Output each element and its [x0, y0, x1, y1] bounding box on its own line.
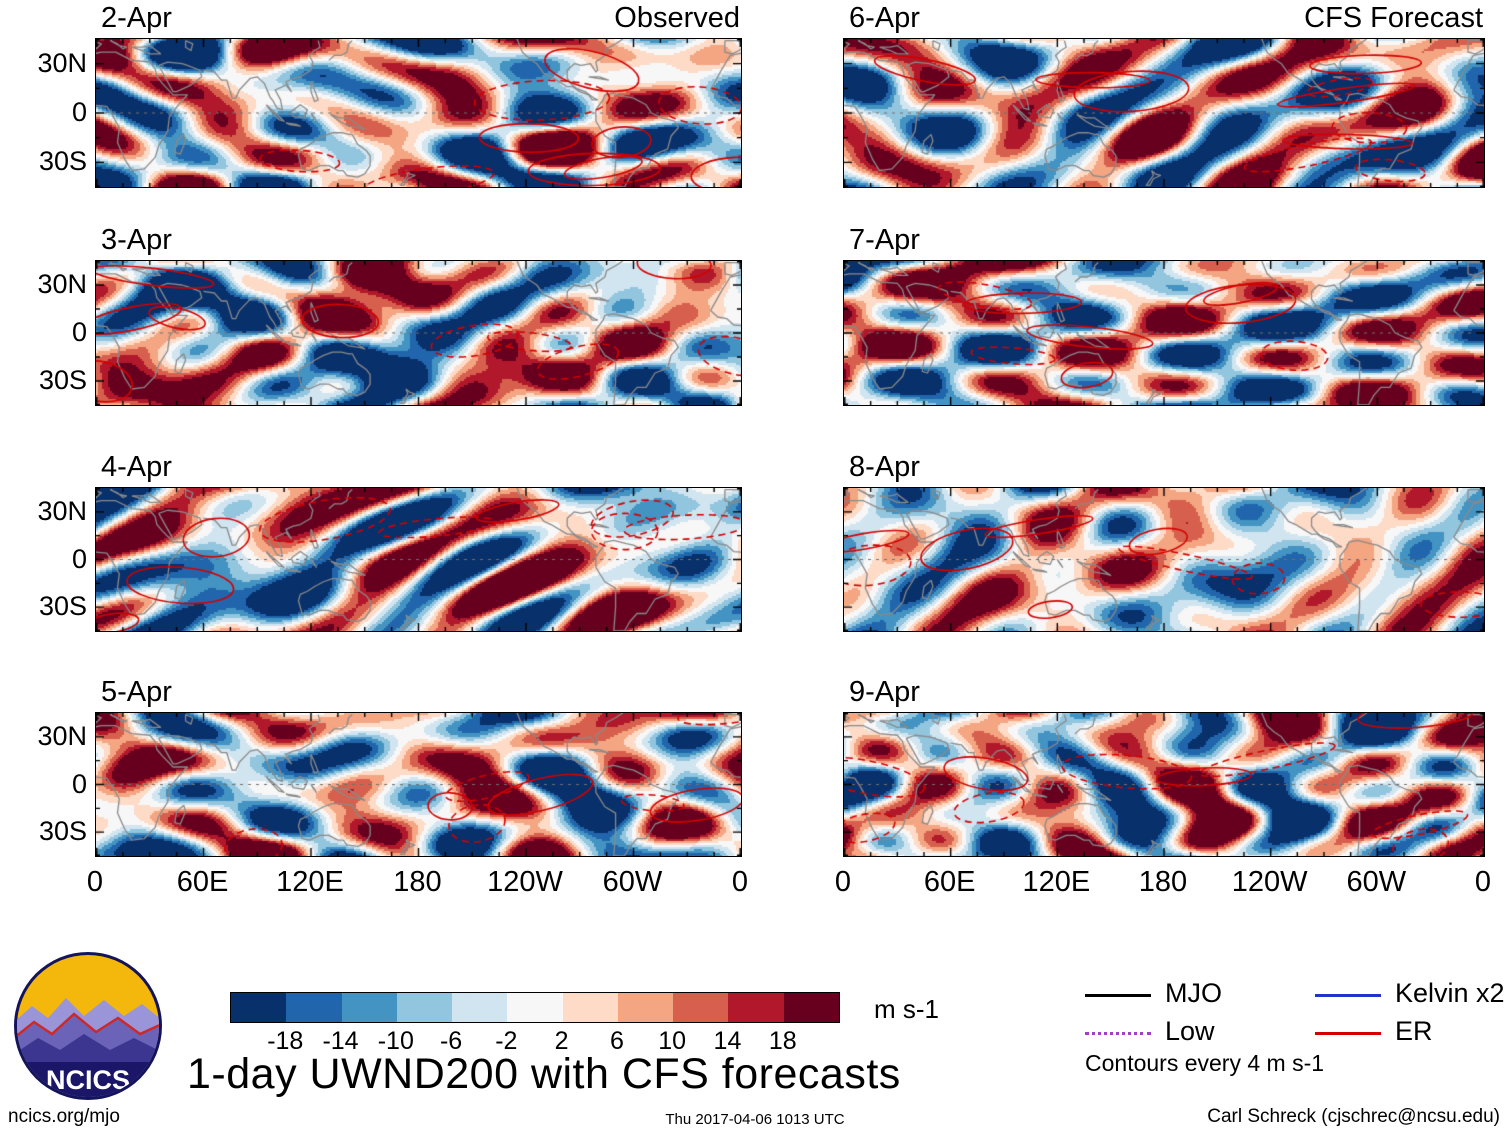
x-tick-label: 120E [276, 866, 344, 898]
contour-legend: Contours every 4 m s-1 MJO Kelvin x2 Low ER [1085, 978, 1505, 1088]
colorbar-segment [341, 993, 398, 1022]
x-tick-label: 0 [1474, 866, 1492, 898]
y-tick-label: 30S [38, 365, 87, 395]
colorbar-tick-label: 10 [658, 1027, 687, 1055]
panel-date-label: 3-Apr [101, 224, 172, 256]
x-tick-label: 120E [1022, 866, 1091, 898]
x-tick-label: 0 [86, 866, 104, 898]
colorbar-segment [673, 993, 729, 1022]
panel-date-label: 2-Apr [101, 2, 172, 34]
map-canvas-5-apr [95, 712, 742, 857]
panel-date-label: 9-Apr [849, 676, 920, 708]
x-tick-label: 120W [487, 866, 563, 898]
map-canvas-9-apr [843, 712, 1485, 857]
x-tick-label: 0 [731, 866, 749, 898]
logo-text: NCICS [46, 1065, 130, 1095]
y-tick-label: 30N [37, 47, 87, 78]
legend-label-mjo: MJO [1165, 978, 1222, 1008]
colorbar-segment [396, 993, 453, 1022]
legend-line-mjo [1085, 994, 1151, 997]
x-tick-label: 120W [1231, 866, 1308, 898]
map-canvas-7-apr [843, 260, 1485, 406]
figure-title: 1-day UWND200 with CFS forecasts [187, 1050, 901, 1098]
x-tick-label: 60W [1346, 866, 1407, 898]
map-canvas-6-apr [843, 38, 1485, 188]
x-tick-label: 180 [393, 866, 442, 898]
panel-date-label: 5-Apr [101, 676, 172, 708]
map-canvas-3-apr [95, 260, 742, 406]
y-tick-label: 30N [37, 720, 87, 751]
ncics-logo-graphic: NCICS [14, 952, 162, 1100]
colorbar-segment [617, 993, 674, 1022]
x-tick-label: 60E [923, 866, 976, 898]
panel-date-label: 7-Apr [849, 224, 920, 256]
x-tick-label: 60W [602, 866, 663, 898]
colorbar-tick-label: -6 [439, 1027, 463, 1055]
footer-timestamp: Thu 2017-04-06 1013 UTC [665, 1111, 845, 1128]
y-tick-label: 0 [71, 543, 87, 574]
legend-line-low [1085, 1032, 1151, 1035]
colorbar-tick-label: 2 [554, 1027, 569, 1055]
colorbar-segment [286, 993, 343, 1022]
colorbar-segment [231, 993, 287, 1022]
column-header-forecast: CFS Forecast [1304, 2, 1483, 34]
panel-date-label: 8-Apr [849, 451, 920, 483]
legend-line-er [1315, 1032, 1381, 1035]
contour-note: Contours every 4 m s-1 [1085, 1050, 1325, 1076]
panel-date-label: 4-Apr [101, 451, 172, 483]
colorbar-segment [507, 993, 564, 1022]
colorbar [230, 992, 840, 1023]
y-tick-label: 30N [37, 269, 87, 299]
y-tick-label: 0 [71, 768, 87, 799]
colorbar-tick-label: 6 [609, 1027, 624, 1055]
colorbar-segment [728, 993, 785, 1022]
column-header-observed: Observed [614, 2, 740, 34]
colorbar-tick-label: 14 [713, 1027, 742, 1055]
y-tick-label: 30S [38, 146, 87, 177]
panel-date-label: 6-Apr [849, 2, 920, 34]
y-tick-label: 0 [71, 97, 87, 127]
ncics-logo: NCICS [12, 950, 164, 1107]
x-tick-label: 60E [176, 866, 229, 898]
legend-line-kelvin-x2 [1315, 994, 1381, 997]
colorbar-units: m s-1 [874, 994, 939, 1024]
y-tick-label: 0 [71, 317, 87, 347]
colorbar-tick-label: -2 [495, 1027, 518, 1055]
colorbar-tick-label: -14 [322, 1027, 359, 1055]
x-tick-label: 180 [1138, 866, 1188, 898]
y-tick-label: 30S [38, 816, 87, 847]
colorbar-segment [452, 993, 508, 1022]
colorbar-tick-label: -10 [377, 1027, 414, 1055]
logo-red-ridge-line [17, 1012, 159, 1039]
map-canvas-4-apr [95, 487, 742, 632]
y-tick-label: 30S [38, 591, 87, 622]
legend-label-kelvin-x2: Kelvin x2 [1395, 978, 1505, 1008]
colorbar-tick-label: 18 [768, 1027, 797, 1055]
x-tick-label: 0 [834, 866, 852, 898]
footer-url: ncics.org/mjo [8, 1106, 120, 1127]
colorbar-segment [562, 993, 619, 1022]
colorbar-tick-label: -18 [267, 1027, 304, 1055]
map-canvas-2-apr [95, 38, 742, 188]
y-tick-label: 30N [37, 495, 87, 526]
map-canvas-8-apr [843, 487, 1485, 632]
footer-credit: Carl Schreck (cjschrec@ncsu.edu) [1207, 1106, 1500, 1127]
colorbar-segment [783, 993, 840, 1022]
legend-label-er: ER [1395, 1016, 1433, 1046]
legend-label-low: Low [1165, 1016, 1215, 1046]
